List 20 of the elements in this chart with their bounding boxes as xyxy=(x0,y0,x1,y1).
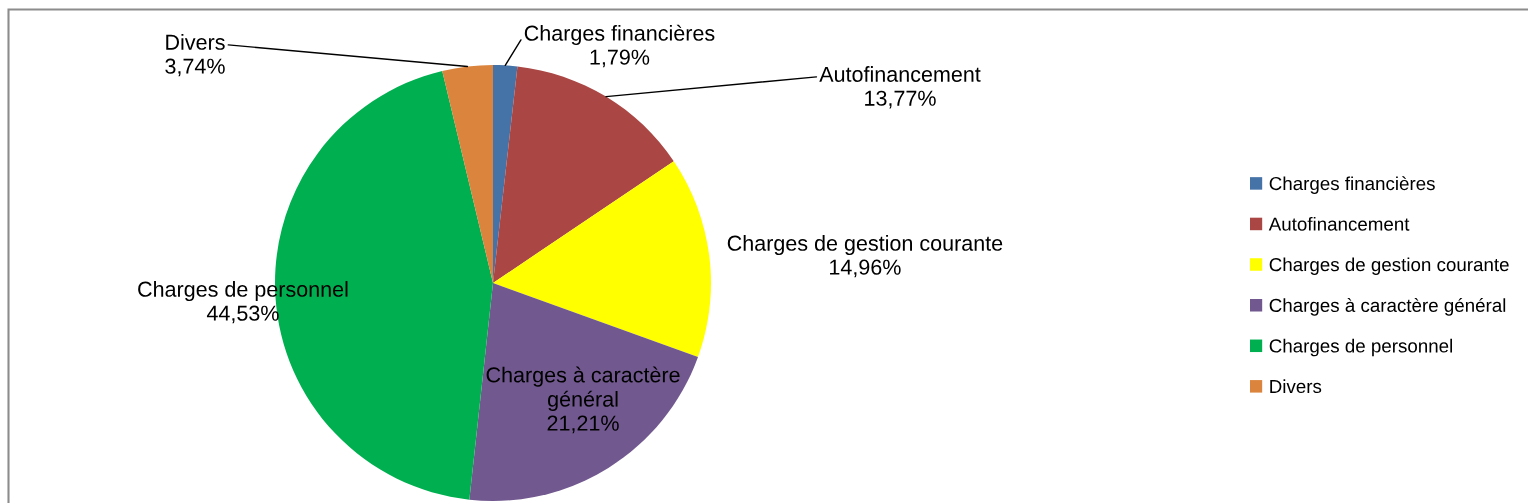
slice-label: Charges financières xyxy=(524,24,715,46)
slice-label: Autofinancement xyxy=(819,66,981,82)
legend-label: Charges de gestion courante xyxy=(1269,257,1509,275)
legend-label: Charges financières xyxy=(1269,176,1435,194)
data-label: 13,77% xyxy=(865,90,936,109)
legend-label: Charges à caractère général xyxy=(1269,298,1506,316)
legend-label: Charges de personnel xyxy=(1269,338,1452,357)
data-label: 3,74% xyxy=(165,58,225,77)
slice-label: Charges de gestion courante xyxy=(727,235,1003,256)
pie-slice xyxy=(493,161,711,358)
data-label: 1,79% xyxy=(590,49,650,68)
slice-label: Divers xyxy=(166,34,225,50)
pie-slice xyxy=(442,65,493,283)
legend-label: Autofinancement xyxy=(1268,216,1410,231)
data-label: 21,21% xyxy=(547,415,619,434)
legend-label: Divers xyxy=(1270,379,1322,394)
data-label: 14,96% xyxy=(830,259,901,278)
slice-label: Charges à caractère général xyxy=(486,366,680,412)
pie-slice xyxy=(469,283,699,501)
pie-slice xyxy=(493,66,674,283)
